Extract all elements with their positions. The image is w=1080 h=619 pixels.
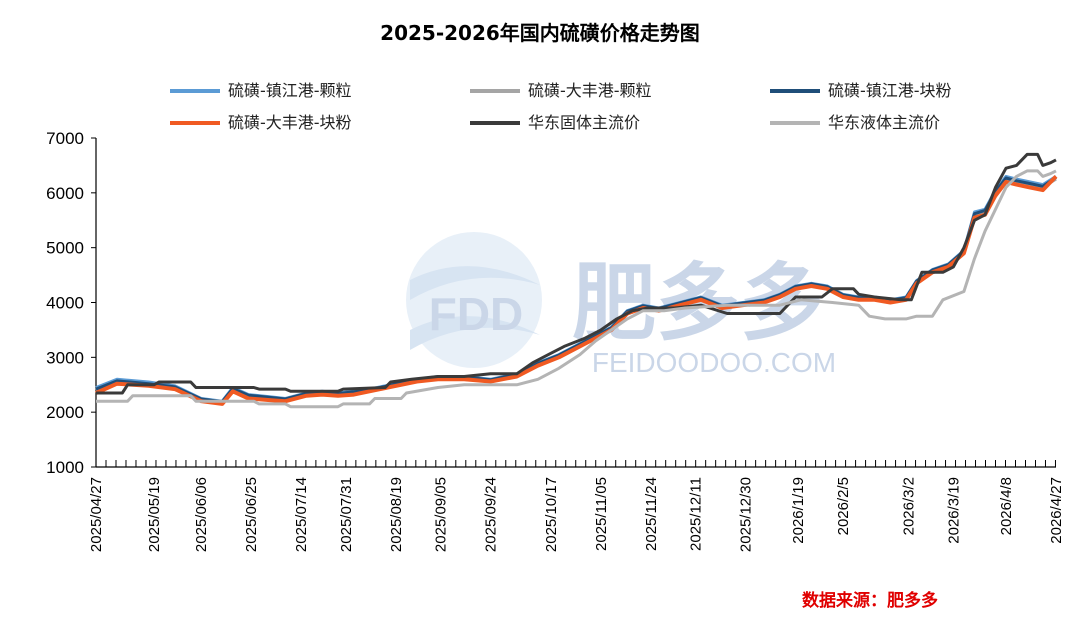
x-tick-label: 2025/07/14 — [293, 477, 310, 552]
legend-label: 华东液体主流价 — [828, 113, 940, 132]
y-tick-label: 2000 — [46, 403, 84, 422]
x-tick-label: 2025/09/05 — [433, 477, 450, 552]
x-tick-label: 2025/08/19 — [388, 477, 405, 552]
y-tick-label: 1000 — [46, 458, 84, 477]
x-tick-label: 2026/3/2 — [901, 477, 918, 535]
y-tick-label: 7000 — [46, 129, 84, 148]
y-tick-label: 3000 — [46, 348, 84, 367]
legend-label: 华东固体主流价 — [528, 113, 640, 132]
x-tick-label: 2026/4/27 — [1048, 477, 1065, 544]
x-tick-label: 2025/11/05 — [593, 477, 610, 551]
series-line-3 — [95, 176, 1057, 404]
y-tick-labels: 1000 2000 3000 4000 5000 6000 7000 — [46, 129, 96, 477]
series-group — [95, 152, 1058, 409]
source-note: 数据来源：肥多多 — [802, 590, 938, 611]
x-tick-label: 2026/1/19 — [790, 477, 807, 544]
x-tick-label: 2025/09/24 — [483, 477, 500, 552]
x-tick-label: 2025/12/11 — [688, 477, 705, 551]
x-tick-label: 2025/04/27 — [88, 477, 105, 552]
y-tick-label: 5000 — [46, 239, 84, 258]
x-tick-label: 2025/10/17 — [543, 477, 560, 552]
y-tick-label: 6000 — [46, 184, 84, 203]
series-line-5 — [96, 152, 1057, 395]
legend-label: 硫磺-镇江港-块粉 — [828, 81, 952, 100]
series-line-6 — [96, 169, 1057, 409]
x-tick-label: 2026/2/5 — [835, 477, 852, 535]
legend-label: 硫磺-大丰港-块粉 — [228, 113, 352, 132]
chart-title: 2025-2026年国内硫磺价格走势图 — [380, 21, 700, 45]
watermark-wave-icon — [410, 266, 540, 300]
watermark-name: 肥多多 — [572, 256, 824, 350]
watermark-wave-icon-2 — [410, 316, 540, 350]
x-tick-labels: 2025/04/27 2025/05/19 2025/06/06 2025/06/25… — [88, 477, 1065, 552]
watermark-site: FEIDOODOO.COM — [592, 347, 836, 378]
x-tick-label: 2025/12/30 — [738, 477, 755, 552]
watermark-brand: FDD — [429, 288, 524, 340]
x-tick-label: 2025/06/25 — [243, 477, 260, 552]
x-tick-label: 2026/4/8 — [998, 477, 1015, 535]
x-tick-label: 2026/3/19 — [945, 477, 962, 544]
legend-label: 硫磺-大丰港-颗粒 — [528, 81, 652, 100]
legend-label: 硫磺-镇江港-颗粒 — [228, 81, 352, 100]
x-tick-label: 2025/05/19 — [146, 477, 163, 552]
watermark: FDD 肥多多 FEIDOODOO.COM — [406, 232, 836, 378]
y-tick-label: 4000 — [46, 294, 84, 313]
x-tick-label: 2025/06/06 — [193, 477, 210, 552]
x-tick-label: 2025/07/31 — [338, 477, 355, 552]
x-tick-label: 2025/11/24 — [643, 477, 660, 551]
